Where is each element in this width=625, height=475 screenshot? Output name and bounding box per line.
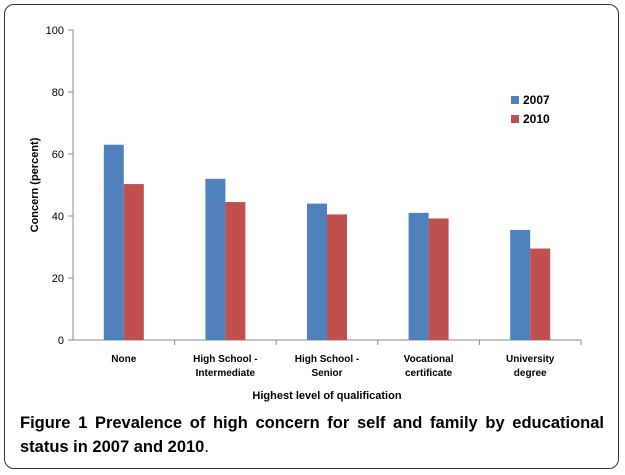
bar-2007	[307, 203, 327, 340]
figure-caption-text: Prevalence of high concern for self and …	[20, 414, 604, 456]
bar-2010	[428, 218, 449, 340]
figure-caption-period: .	[204, 438, 209, 456]
y-axis-title: Concern (percent)	[29, 137, 41, 232]
x-axis-title: Highest level of qualification	[252, 390, 401, 402]
legend-swatch-2007	[511, 96, 519, 104]
bar-2010	[530, 248, 551, 340]
x-category-label: High School -	[193, 354, 257, 365]
legend-swatch-2010	[511, 115, 519, 123]
bar-chart: 0 20 40 60 80 100 None High School - Intermediat…	[29, 25, 582, 402]
figure-caption: Figure 1 Prevalence of high concern for …	[20, 411, 604, 459]
y-tick-label: 60	[52, 149, 64, 161]
legend-label-2010: 2010	[523, 112, 550, 126]
legend-label-2007: 2007	[523, 93, 550, 107]
plot-area: 0 20 40 60 80 100 None High School - Intermediat…	[46, 25, 582, 379]
bar-2007	[205, 178, 226, 340]
x-category-label: None	[111, 354, 136, 365]
y-tick-label: 80	[52, 87, 64, 99]
bar-2010	[225, 202, 246, 340]
x-category-label: Senior	[311, 368, 342, 379]
x-category-label: Intermediate	[196, 368, 256, 379]
y-tick-label: 0	[58, 335, 64, 347]
x-category-label: High School -	[295, 354, 359, 365]
x-category-label: certificate	[405, 368, 453, 379]
x-category-label: degree	[514, 368, 547, 379]
x-category-label: University	[506, 354, 555, 365]
bar-2010	[123, 184, 144, 340]
y-tick-label: 20	[52, 273, 64, 285]
x-category-label: Vocational	[404, 354, 454, 365]
figure-label: Figure 1	[20, 414, 88, 432]
bar-2010	[327, 214, 347, 340]
bar-2007	[510, 229, 531, 340]
bar-2007	[103, 144, 124, 340]
y-tick-label: 100	[46, 25, 64, 37]
bar-2007	[408, 212, 429, 340]
y-tick-label: 40	[52, 211, 64, 223]
